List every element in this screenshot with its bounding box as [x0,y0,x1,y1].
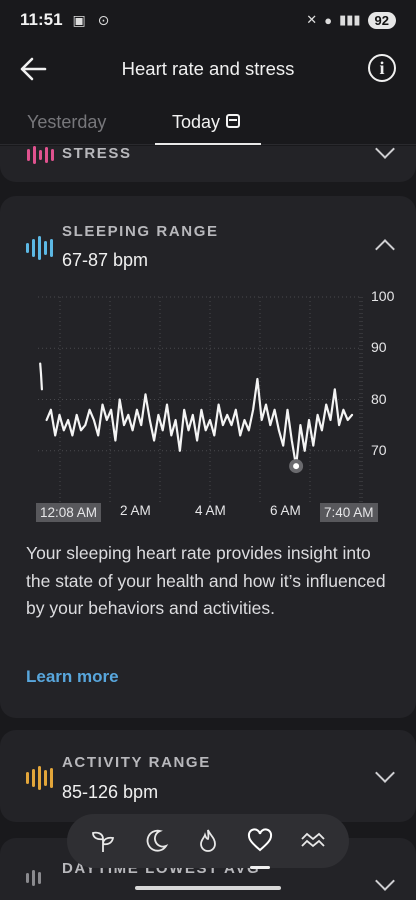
y-tick-label: 90 [371,339,387,356]
chevron-down-icon[interactable] [375,763,395,783]
chart-grid [38,296,363,502]
nav-active-indicator [250,866,270,869]
bottom-navigation [67,814,349,869]
sleeping-heart-icon [26,236,53,260]
stress-card[interactable]: STRESS [0,145,416,182]
home-indicator [135,886,281,890]
nav-trends[interactable] [296,824,330,858]
activity-range-card[interactable]: ACTIVITY RANGE 85-126 bpm [0,730,416,822]
notification-icons: ▣ ⊙ [72,11,114,28]
chevron-down-icon[interactable] [375,871,395,891]
sprout-icon [92,831,115,852]
battery-level: 92 [367,11,396,29]
moon-icon [146,829,168,852]
sleeping-heart-rate-chart [38,296,363,502]
heart-rate-series-early [39,362,43,391]
sleeping-range-card: SLEEPING RANGE 67-87 bpm [0,196,416,718]
y-tick-label: 80 [371,390,387,407]
y-tick-label: 100 [371,288,395,304]
activity-range-label: ACTIVITY RANGE [62,754,211,771]
nav-readiness[interactable] [191,824,225,858]
calendar-icon [226,114,241,128]
activity-range-value: 85-126 bpm [62,782,159,802]
nav-heart[interactable] [243,824,277,858]
active-tab-indicator [155,143,261,145]
stress-icon [27,146,54,164]
tab-today[interactable]: Today [172,112,241,133]
sleeping-range-value: 67-87 bpm [62,250,149,270]
activity-icon [26,766,53,790]
nav-activity[interactable] [86,824,120,858]
x-tick-label: 4 AM [195,503,226,518]
min-heart-rate-marker [289,459,304,474]
system-icons: ✕ ● ▮▮▮ 92 [306,11,396,29]
daytime-icon [26,870,41,886]
heart-icon [248,828,273,852]
stress-label: STRESS [62,145,132,162]
status-bar: 11:51 ▣ ⊙ ✕ ● ▮▮▮ 92 [0,0,416,40]
signal-icon: ▮▮▮ [339,12,361,27]
x-tick-label: 7:40 AM [320,503,378,522]
tab-yesterday[interactable]: Yesterday [27,112,107,132]
status-time: 11:51 [20,10,63,29]
sleeping-description: Your sleeping heart rate provides insigh… [26,543,386,618]
waves-icon [301,832,325,848]
back-arrow-icon[interactable] [18,54,48,84]
heart-rate-series-main [45,377,354,468]
app-header: Heart rate and stress i [0,44,416,94]
nav-sleep[interactable] [139,824,173,858]
x-tick-label: 6 AM [270,503,301,518]
sleeping-range-label: SLEEPING RANGE [62,223,219,240]
learn-more-link[interactable]: Learn more [26,667,119,686]
x-tick-label: 12:08 AM [36,503,102,522]
chevron-up-icon[interactable] [375,239,395,259]
day-tabs: Yesterday Today [0,106,416,146]
info-icon[interactable]: i [368,54,396,82]
location-icon: ● [324,12,333,28]
page-title: Heart rate and stress [121,58,295,79]
mute-icon: ✕ [306,12,318,27]
y-tick-label: 70 [371,441,387,458]
x-tick-label: 2 AM [120,503,151,518]
flame-icon [200,829,216,852]
